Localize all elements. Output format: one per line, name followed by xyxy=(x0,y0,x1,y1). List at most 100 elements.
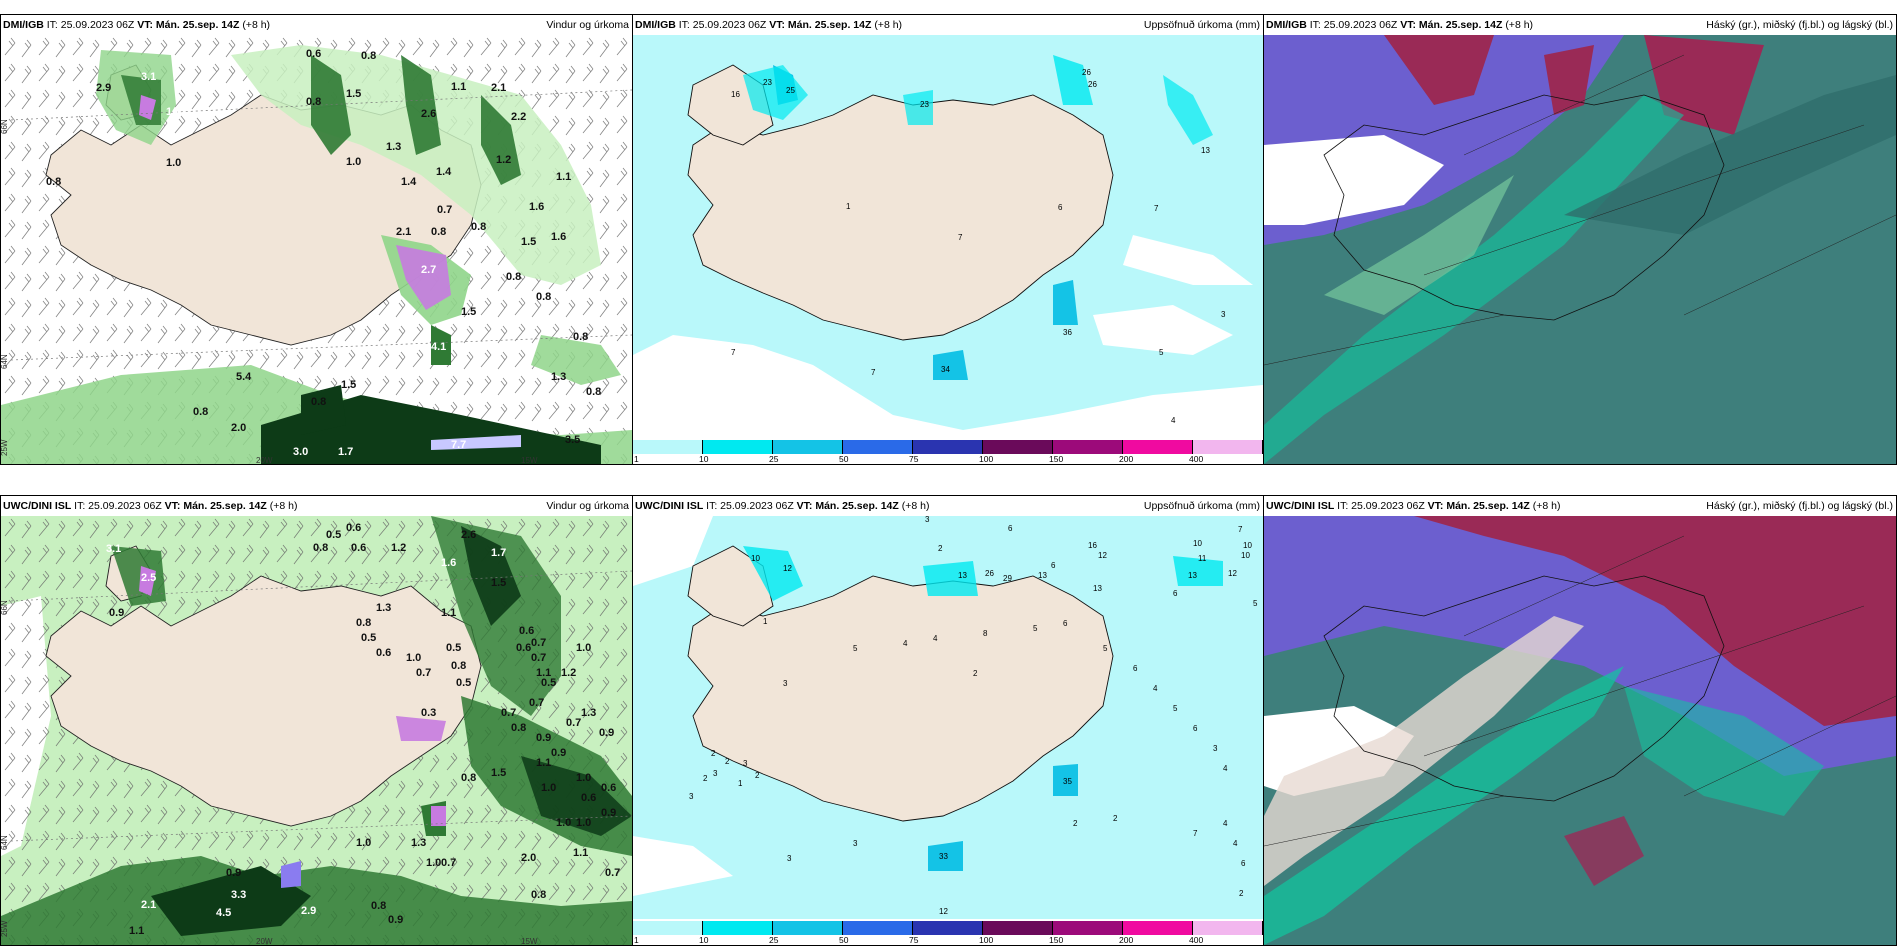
panel-clouds-dmi: DMI/IGB IT: 25.09.2023 06Z VT: Mán. 25.s… xyxy=(1263,14,1897,465)
svg-text:0.7: 0.7 xyxy=(531,652,546,664)
panel-header: UWC/DINI ISL IT: 25.09.2023 06Z VT: Mán.… xyxy=(1264,496,1896,516)
colorbar-tick: 200 xyxy=(1119,935,1134,945)
panel-title: Uppsöfnuð úrkoma (mm) xyxy=(1143,500,1260,512)
colorbar-tick: 100 xyxy=(979,935,994,945)
wind-precip-map: 66N 64N 25W 20W 15W 0.5 0.6 0.6 0.8 1.2 … xyxy=(1,516,632,945)
svg-text:3.1: 3.1 xyxy=(141,71,156,83)
svg-text:34: 34 xyxy=(941,365,950,374)
svg-text:7: 7 xyxy=(1238,525,1243,534)
svg-text:1.7: 1.7 xyxy=(338,446,353,458)
svg-text:5: 5 xyxy=(1033,624,1038,633)
panel-header: DMI/IGB IT: 25.09.2023 06Z VT: Mán. 25.s… xyxy=(633,15,1263,35)
svg-text:6: 6 xyxy=(1173,589,1178,598)
lat-label-64: 64N xyxy=(1,354,9,369)
svg-text:0.7: 0.7 xyxy=(437,204,452,216)
svg-text:1.0: 1.0 xyxy=(576,817,591,829)
colorbar-tick: 1 xyxy=(634,935,639,945)
svg-text:0.5: 0.5 xyxy=(446,642,461,654)
svg-text:1.1: 1.1 xyxy=(441,607,456,619)
svg-text:11: 11 xyxy=(1198,554,1207,563)
svg-text:2.5: 2.5 xyxy=(141,572,156,584)
svg-text:0.7: 0.7 xyxy=(501,707,516,719)
lat-label-66: 66N xyxy=(1,600,9,615)
svg-text:10: 10 xyxy=(1243,541,1252,550)
svg-text:0.8: 0.8 xyxy=(431,226,446,238)
svg-text:1.4: 1.4 xyxy=(401,176,417,188)
svg-text:13: 13 xyxy=(1038,571,1047,580)
colorbar-swatch xyxy=(633,921,703,935)
svg-text:2: 2 xyxy=(703,774,708,783)
svg-text:1.1: 1.1 xyxy=(451,81,466,93)
svg-text:4: 4 xyxy=(933,634,938,643)
svg-text:2.1: 2.1 xyxy=(141,899,156,911)
acc-precip-map: 16 25 23 26 23 13 1 7 6 7 3 5 4 7 7 36 3… xyxy=(633,35,1263,438)
svg-text:13: 13 xyxy=(1188,571,1197,580)
svg-text:0.6: 0.6 xyxy=(581,792,596,804)
svg-text:0.7: 0.7 xyxy=(416,667,431,679)
svg-text:0.6: 0.6 xyxy=(516,642,531,654)
svg-text:4.5: 4.5 xyxy=(216,907,231,919)
svg-text:1.0: 1.0 xyxy=(576,642,591,654)
svg-text:8: 8 xyxy=(983,629,988,638)
panel-header: UWC/DINI ISL IT: 25.09.2023 06Z VT: Mán.… xyxy=(633,496,1263,516)
svg-text:0.8: 0.8 xyxy=(511,722,526,734)
svg-text:13: 13 xyxy=(958,571,967,580)
svg-text:3.1: 3.1 xyxy=(106,543,121,555)
acc-precip-map: 3 6 10 16 12 10 2 13 26 29 12 6 10 13 11… xyxy=(633,516,1263,919)
lat-label-66: 66N xyxy=(1,119,9,134)
cloud-map xyxy=(1264,516,1896,945)
svg-text:1.6: 1.6 xyxy=(166,106,181,118)
svg-text:1.7: 1.7 xyxy=(491,547,506,559)
lon-label-25: 25W xyxy=(1,920,9,937)
colorbar-swatch xyxy=(773,921,843,935)
panel-wind-precip-dmi: DMI/IGB IT: 25.09.2023 06Z VT: Mán. 25.s… xyxy=(0,14,633,465)
svg-text:1.1: 1.1 xyxy=(536,667,551,679)
svg-text:2: 2 xyxy=(938,544,943,553)
colorbar-tick: 400 xyxy=(1189,935,1204,945)
colorbar-swatch xyxy=(1053,921,1123,935)
svg-text:2.0: 2.0 xyxy=(231,422,246,434)
svg-text:12: 12 xyxy=(939,907,948,916)
svg-text:0.7: 0.7 xyxy=(531,637,546,649)
svg-text:0.9: 0.9 xyxy=(226,867,241,879)
svg-text:3: 3 xyxy=(787,854,792,863)
svg-text:1.1: 1.1 xyxy=(556,171,571,183)
svg-text:0.8: 0.8 xyxy=(586,386,601,398)
colorbar-tick: 200 xyxy=(1119,454,1134,464)
svg-text:1.5: 1.5 xyxy=(521,236,536,248)
svg-text:1.3: 1.3 xyxy=(411,837,426,849)
svg-text:1.5: 1.5 xyxy=(461,306,476,318)
svg-text:0.7: 0.7 xyxy=(529,697,544,709)
lon-label-20: 20W xyxy=(256,456,273,464)
svg-text:3: 3 xyxy=(689,792,694,801)
panel-header: DMI/IGB IT: 25.09.2023 06Z VT: Mán. 25.s… xyxy=(1,15,632,35)
svg-text:1.0: 1.0 xyxy=(426,857,441,869)
colorbar-tick: 150 xyxy=(1049,935,1064,945)
svg-text:1.0: 1.0 xyxy=(541,782,556,794)
svg-text:7: 7 xyxy=(1193,829,1198,838)
svg-text:0.9: 0.9 xyxy=(599,727,614,739)
svg-text:10: 10 xyxy=(751,554,760,563)
svg-text:7: 7 xyxy=(731,348,736,357)
lat-label-64: 64N xyxy=(1,835,9,850)
precip-value-labels: 0.6 0.8 3.1 1.6 0.8 1.0 2.9 1.5 2.6 2.2 … xyxy=(46,48,601,458)
colorbar-tick: 1 xyxy=(634,454,639,464)
lon-label-15: 15W xyxy=(521,456,538,464)
colorbar-swatch xyxy=(703,921,773,935)
wind-precip-map: 66N 64N 25W 20W 15W 0.6 0.8 3.1 1.6 0.8 … xyxy=(1,35,632,464)
svg-text:0.6: 0.6 xyxy=(601,782,616,794)
svg-text:0.8: 0.8 xyxy=(313,542,328,554)
svg-text:10: 10 xyxy=(1193,539,1202,548)
colorbar-swatch xyxy=(843,440,913,454)
svg-text:25: 25 xyxy=(786,86,795,95)
svg-text:1.3: 1.3 xyxy=(376,602,391,614)
svg-text:1: 1 xyxy=(846,202,851,211)
svg-text:16: 16 xyxy=(731,90,740,99)
svg-text:1.5: 1.5 xyxy=(491,767,506,779)
svg-text:0.8: 0.8 xyxy=(306,96,321,108)
svg-text:0.5: 0.5 xyxy=(326,529,341,541)
colorbar-swatch xyxy=(1123,440,1193,454)
svg-text:6: 6 xyxy=(1058,203,1063,212)
svg-text:0.9: 0.9 xyxy=(109,607,124,619)
svg-text:1.0: 1.0 xyxy=(356,837,371,849)
